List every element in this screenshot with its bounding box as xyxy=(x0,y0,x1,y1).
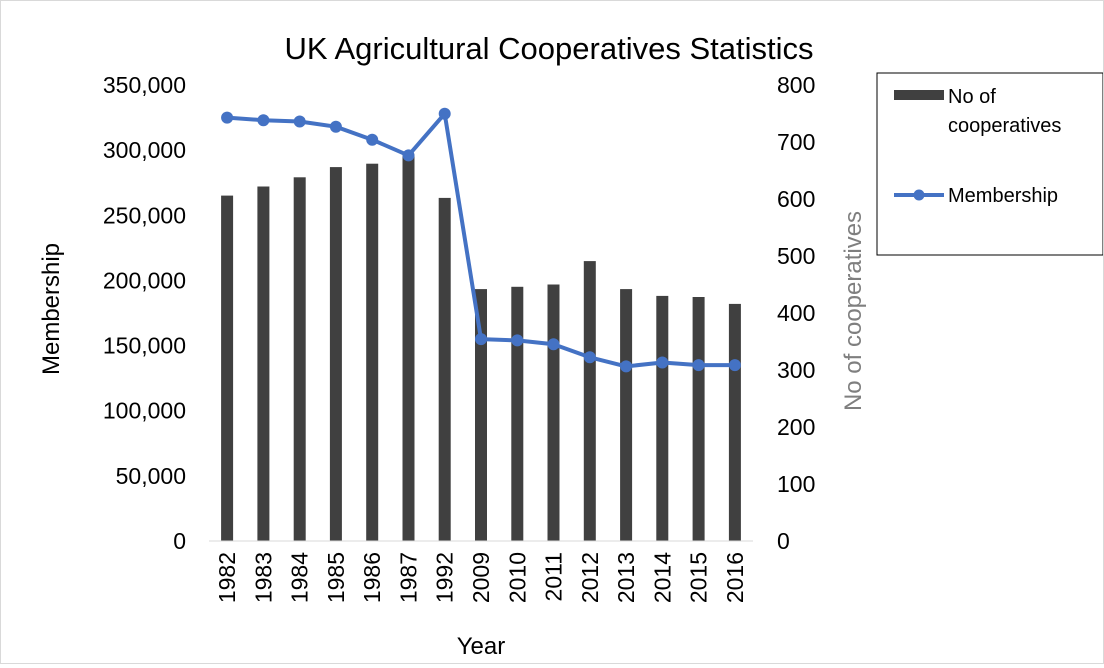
membership-point-2013 xyxy=(620,360,633,373)
membership-point-1985 xyxy=(329,120,342,133)
bar-cooperatives-1985 xyxy=(329,167,342,541)
x-tick-label: 1986 xyxy=(359,552,385,603)
y-tick-label: 200,000 xyxy=(103,267,186,293)
x-tick-label: 2011 xyxy=(541,552,567,601)
bar-cooperatives-1983 xyxy=(257,186,270,541)
bar-cooperatives-1987 xyxy=(402,154,415,541)
chart-title: UK Agricultural Cooperatives Statistics xyxy=(285,31,814,66)
y2-tick-label: 200 xyxy=(777,414,815,440)
bar-cooperatives-2009 xyxy=(475,289,487,541)
bar-cooperatives-1986 xyxy=(366,163,379,541)
y2-tick-label: 400 xyxy=(777,300,815,326)
x-axis-label: Year xyxy=(457,633,506,660)
legend-bar-swatch xyxy=(894,90,944,100)
y-tick-label: 350,000 xyxy=(103,72,186,98)
y2-tick-label: 100 xyxy=(777,471,815,497)
x-tick-label: 1985 xyxy=(323,552,349,603)
y2-tick-label: 600 xyxy=(777,186,815,212)
bar-cooperatives-2016 xyxy=(728,303,741,541)
x-axis-ticks: 1982 1983 1984 1985 1986 1987 1992 2009 2010 2011… xyxy=(214,552,748,603)
x-tick-label: 2012 xyxy=(577,552,603,603)
y-tick-label: 300,000 xyxy=(103,137,186,163)
y2-tick-label: 300 xyxy=(777,357,815,383)
y2-tick-label: 0 xyxy=(777,528,790,554)
bars-layer xyxy=(221,154,741,542)
membership-point-1987 xyxy=(402,149,415,162)
x-tick-label: 2015 xyxy=(686,552,712,603)
y-axis-label: Membership xyxy=(38,243,65,375)
y2-axis-label: No of cooperatives xyxy=(840,211,867,411)
x-tick-label: 2010 xyxy=(504,552,530,603)
bar-cooperatives-1984 xyxy=(293,177,306,542)
bar-cooperatives-2011 xyxy=(547,284,560,541)
membership-line-layer xyxy=(221,107,741,373)
bar-cooperatives-2013 xyxy=(620,289,633,541)
bar-cooperatives-1982 xyxy=(221,195,234,541)
x-tick-label: 1987 xyxy=(396,552,422,603)
membership-point-2009 xyxy=(475,333,487,346)
membership-point-1984 xyxy=(293,115,306,128)
y2-tick-label: 800 xyxy=(777,72,815,98)
x-tick-label: 1984 xyxy=(287,552,313,603)
y-tick-label: 0 xyxy=(173,528,186,554)
bar-cooperatives-2010 xyxy=(511,286,524,541)
membership-point-1992 xyxy=(438,107,451,120)
bar-cooperatives-2015 xyxy=(692,297,705,541)
membership-point-1986 xyxy=(366,133,379,146)
legend-box xyxy=(876,72,1104,256)
membership-point-2010 xyxy=(511,334,524,347)
x-tick-label: 1992 xyxy=(432,552,458,603)
x-tick-label: 2016 xyxy=(722,552,748,603)
right-axis-ticks: 0 100 200 300 400 500 600 700 800 xyxy=(777,72,815,554)
x-tick-label: 1983 xyxy=(250,552,276,603)
y2-tick-label: 500 xyxy=(777,243,815,269)
y-tick-label: 100,000 xyxy=(103,398,186,424)
y-tick-label: 250,000 xyxy=(103,202,186,228)
membership-point-2011 xyxy=(547,338,560,351)
bar-cooperatives-2014 xyxy=(656,295,669,541)
x-tick-label: 2013 xyxy=(613,552,639,603)
y-tick-label: 50,000 xyxy=(116,463,186,489)
membership-point-1982 xyxy=(221,111,234,124)
membership-point-2016 xyxy=(728,359,741,372)
y2-tick-label: 700 xyxy=(777,129,815,155)
membership-point-2014 xyxy=(656,356,669,369)
bar-cooperatives-1992 xyxy=(438,197,451,541)
x-tick-label: 2009 xyxy=(468,552,494,603)
legend-label-cooperatives-line1: No of xyxy=(948,86,996,108)
legend-label-membership: Membership xyxy=(948,185,1058,207)
membership-point-2015 xyxy=(692,359,705,372)
x-tick-label: 2014 xyxy=(649,552,675,603)
bar-cooperatives-2012 xyxy=(583,261,596,541)
left-axis-ticks: 0 50,000 100,000 150,000 200,000 250,000 300,0… xyxy=(103,72,186,554)
membership-point-1983 xyxy=(257,114,270,127)
y-tick-label: 150,000 xyxy=(103,333,186,359)
legend-line-marker xyxy=(913,189,925,201)
x-tick-label: 1982 xyxy=(214,552,240,603)
legend-label-cooperatives-line2: cooperatives xyxy=(948,115,1061,137)
membership-point-2012 xyxy=(583,351,596,364)
legend: No of cooperatives Membership xyxy=(876,72,1104,256)
